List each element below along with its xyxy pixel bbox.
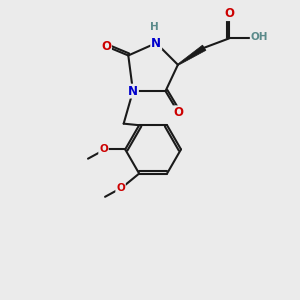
Polygon shape (178, 45, 206, 65)
Text: N: N (128, 85, 138, 98)
Text: O: O (101, 40, 111, 53)
Text: N: N (151, 37, 161, 50)
Text: H: H (150, 22, 159, 32)
Text: OH: OH (251, 32, 268, 42)
Text: O: O (99, 144, 108, 154)
Text: O: O (224, 7, 234, 20)
Text: O: O (173, 106, 184, 119)
Text: O: O (116, 182, 125, 193)
